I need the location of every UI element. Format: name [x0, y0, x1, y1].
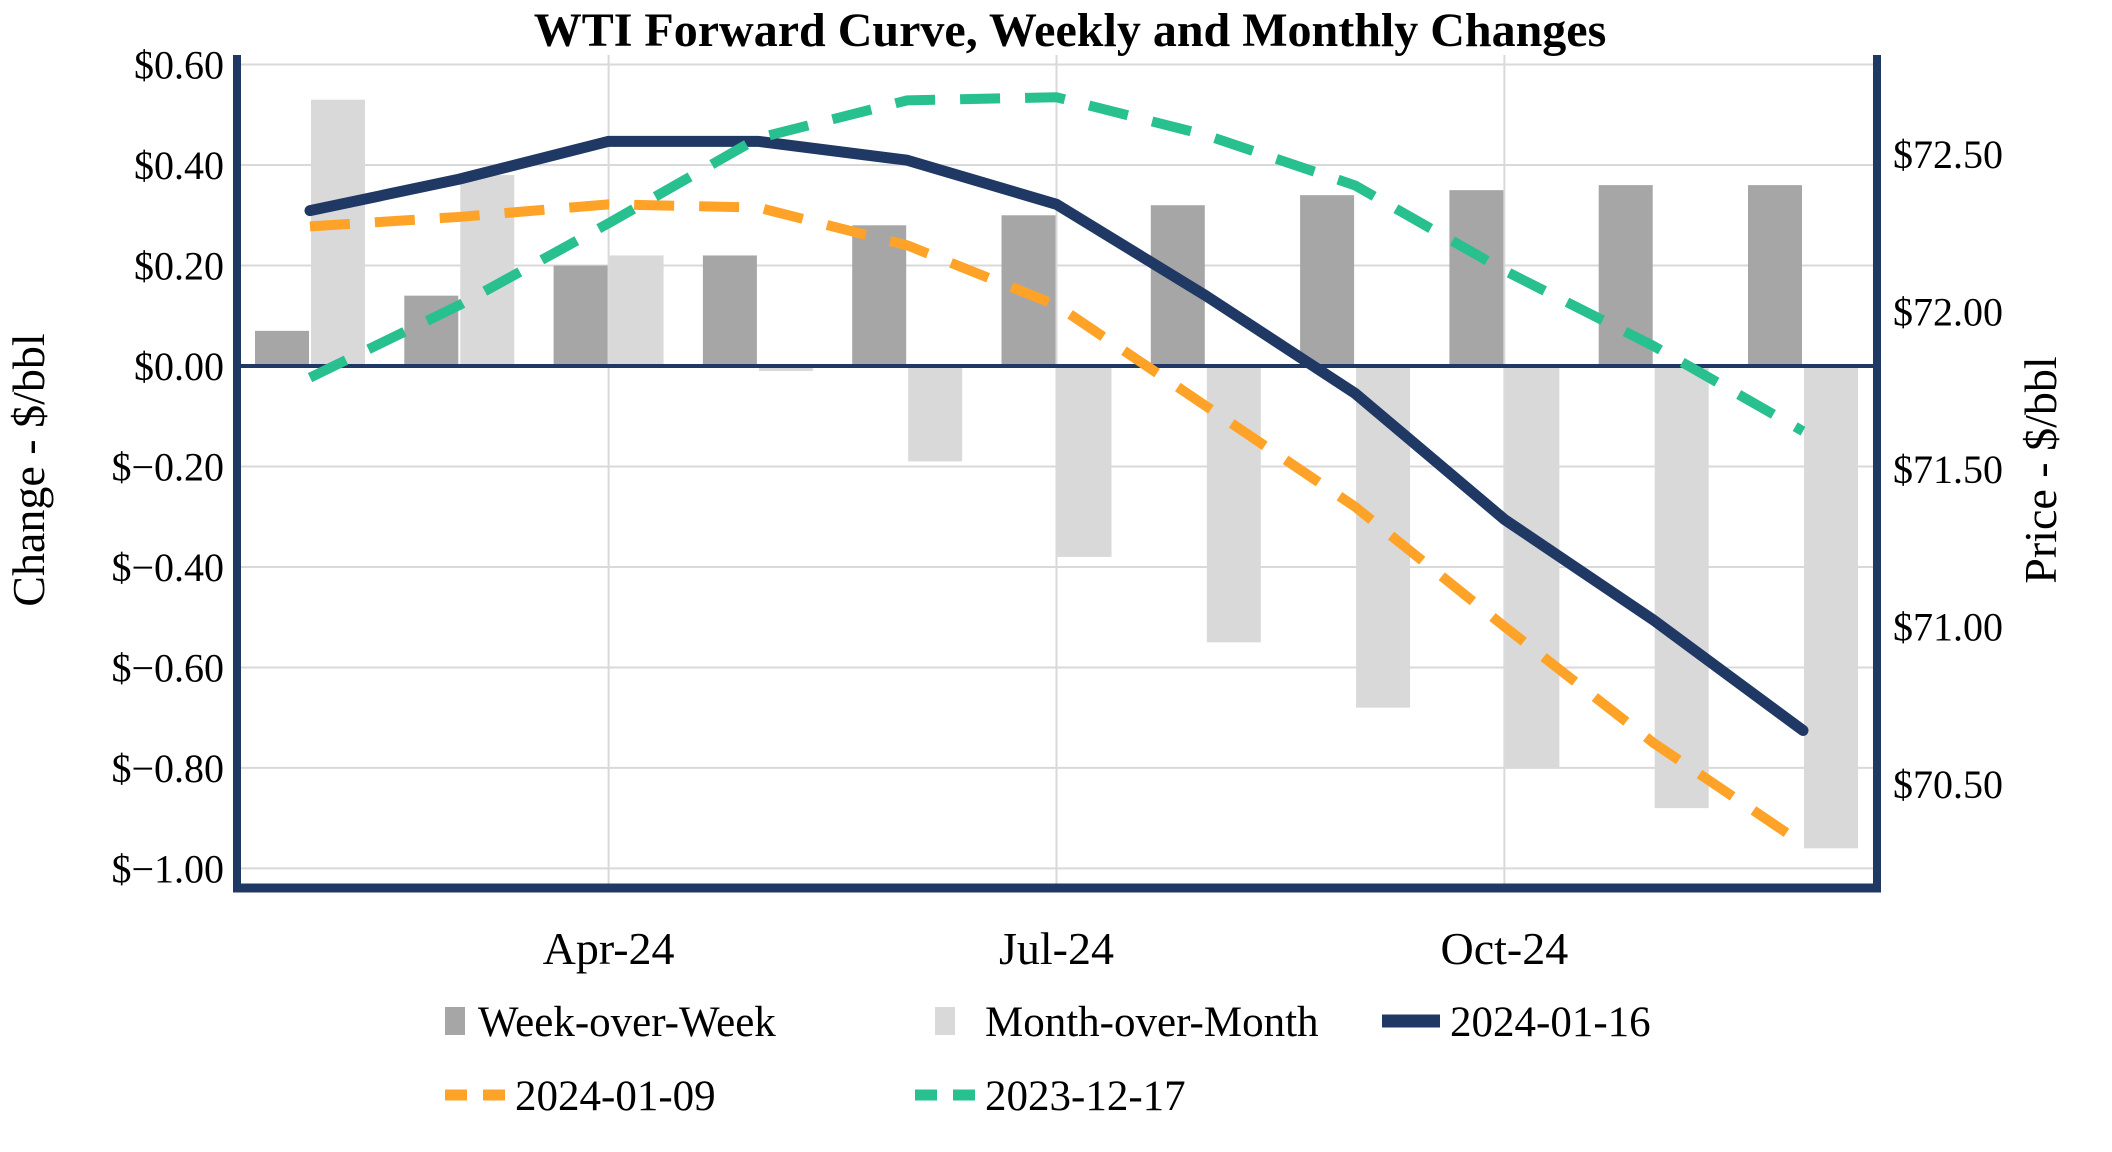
legend-label-2024-01-16: 2024-01-16 — [1450, 999, 1651, 1046]
line-series-2023-12-17 — [307, 92, 1806, 436]
left-axis-tick-label: $−0.60 — [111, 645, 224, 690]
left-axis-tick-label: $0.60 — [134, 43, 224, 88]
left-axis-tick-label: $0.20 — [134, 244, 224, 289]
x-axis-tick-label: Apr-24 — [543, 923, 675, 974]
bar-month-over-month-Mar-24 — [460, 175, 515, 366]
left-axis-tick-label: $−0.20 — [111, 444, 224, 489]
right-axis-title: Price - $/bbl — [2015, 356, 2066, 583]
line-series-2024-01-09 — [309, 199, 1806, 849]
x-axis-tick-label: Jul-24 — [999, 923, 1114, 974]
bar-week-over-week-Apr-24 — [553, 265, 608, 366]
bar-month-over-month-Jul-24 — [1057, 365, 1112, 557]
right-axis-tick-label: $72.00 — [1893, 289, 2003, 334]
bar-series-group — [255, 99, 1858, 849]
line-series-2024-01-16 — [304, 135, 1809, 736]
legend-swatch-Month-over-Month — [935, 1007, 955, 1035]
bar-month-over-month-Oct-24 — [1505, 365, 1560, 768]
bar-month-over-month-Nov-24 — [1654, 365, 1709, 809]
bar-week-over-week-Dec-24 — [1748, 185, 1802, 366]
chart-title: WTI Forward Curve, Weekly and Monthly Ch… — [534, 4, 1607, 57]
axis-borders — [233, 55, 1881, 893]
axis-tick-labels: $0.60 $0.40 $0.20 $0.00 $−0.20 $−0.40 $−0.60 $−… — [111, 43, 2003, 892]
x-axis-labels: Apr-24 Jul-24 Oct-24 — [543, 923, 1569, 974]
legend-label-Week-over-Week: Week-over-Week — [478, 999, 776, 1046]
right-axis-tick-label: $71.00 — [1893, 605, 2003, 650]
right-axis-tick-label: $71.50 — [1893, 447, 2003, 492]
left-axis-tick-label: $−0.80 — [111, 746, 224, 791]
bar-week-over-week-Jun-24 — [852, 225, 907, 366]
line-series-group — [304, 92, 1809, 849]
bar-week-over-week-Feb-24 — [255, 330, 309, 366]
bar-month-over-month-Feb-24 — [311, 99, 365, 366]
x-axis-tick-label: Oct-24 — [1441, 923, 1569, 974]
right-axis-tick-label: $72.50 — [1893, 132, 2003, 177]
bar-week-over-week-Oct-24 — [1449, 190, 1504, 366]
left-axis-tick-label: $0.40 — [134, 143, 224, 188]
legend-label-Month-over-Month: Month-over-Month — [985, 999, 1319, 1046]
bar-month-over-month-Apr-24 — [609, 255, 664, 366]
legend-label-2024-01-09: 2024-01-09 — [515, 1073, 716, 1120]
left-axis-tick-label: $0.00 — [134, 344, 224, 389]
bar-week-over-week-Sep-24 — [1300, 195, 1355, 366]
bar-month-over-month-Aug-24 — [1206, 365, 1261, 643]
left-axis-tick-label: $−1.00 — [111, 846, 224, 891]
legend-label-2023-12-17: 2023-12-17 — [985, 1073, 1186, 1120]
bar-week-over-week-May-24 — [702, 255, 757, 366]
chart-legend: Week-over-Week Month-over-Month 2024-01-16… — [445, 999, 1651, 1120]
bar-month-over-month-Dec-24 — [1804, 365, 1858, 849]
bar-month-over-month-May-24 — [758, 365, 813, 372]
bar-month-over-month-Jun-24 — [908, 365, 963, 462]
legend-swatch-Week-over-Week — [445, 1007, 465, 1035]
right-axis-tick-label: $70.50 — [1893, 762, 2003, 807]
left-axis-title: Change - $/bbl — [3, 333, 54, 606]
left-axis-tick-label: $−0.40 — [111, 545, 224, 590]
